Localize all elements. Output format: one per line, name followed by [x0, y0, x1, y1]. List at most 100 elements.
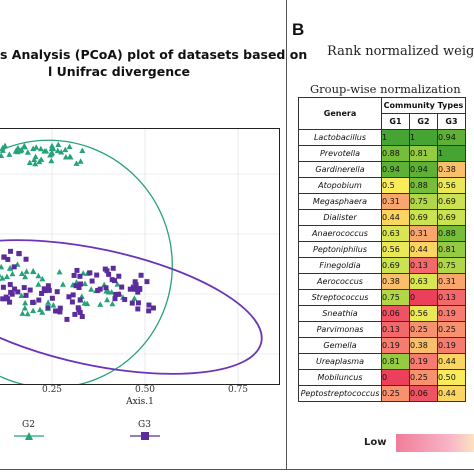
value-cell-g3: 0.31 — [437, 273, 466, 290]
value-cell-g3: 1 — [437, 145, 466, 162]
g3-point — [16, 251, 22, 257]
genus-cell: Finegoldia — [298, 257, 382, 274]
genus-cell: Gemella — [298, 337, 382, 354]
g2-point — [50, 145, 57, 152]
panel-a-title-line2: l Unifrac divergence — [48, 64, 191, 79]
panel-a: s Analysis (PCoA) plot of datasets based… — [0, 47, 307, 440]
value-cell-g3: 0.38 — [437, 161, 466, 178]
g2-point — [12, 148, 19, 154]
g2-point — [35, 281, 42, 287]
g3-point — [146, 302, 152, 308]
g2-point — [6, 151, 13, 157]
g2-point — [73, 160, 80, 166]
genus-cell: Peptoniphilus — [298, 241, 382, 258]
value-cell-g3: 0.88 — [437, 225, 466, 242]
g2-point — [54, 147, 61, 154]
g3-point — [119, 284, 125, 290]
g2-point — [79, 147, 86, 153]
legend-g2-marker — [14, 432, 44, 440]
value-cell-g1: 0 — [381, 369, 410, 386]
value-cell-g3: 0.19 — [437, 305, 466, 322]
value-cell-g1: 0.88 — [381, 145, 410, 162]
g2-point — [59, 281, 66, 287]
g2-point — [62, 146, 69, 153]
g2-point — [18, 270, 25, 276]
value-cell-g2: 0.38 — [409, 337, 438, 354]
g3-point — [66, 294, 72, 300]
g2-point — [18, 292, 25, 299]
x-tick-3: 0.75 — [227, 385, 249, 395]
g2-point — [0, 275, 6, 281]
g2-point — [104, 296, 111, 303]
g2-point — [114, 281, 121, 287]
g2-point — [81, 280, 88, 287]
g2-point — [66, 153, 73, 160]
value-cell-g2: 0.69 — [409, 209, 438, 226]
value-cell-g2: 0.25 — [409, 369, 438, 386]
value-cell-g3: 0.75 — [437, 257, 466, 274]
value-cell-g1: 0.94 — [381, 161, 410, 178]
value-cell-g2: 1 — [409, 129, 438, 146]
g3-point — [57, 309, 63, 315]
g3-point — [77, 297, 83, 303]
value-cell-g2: 0.06 — [409, 385, 438, 402]
value-cell-g2: 0.63 — [409, 273, 438, 290]
col-g3-header: G3 — [437, 113, 466, 130]
value-cell-g3: 0.50 — [437, 369, 466, 386]
panel-divider — [286, 0, 287, 470]
g3-point — [0, 284, 6, 290]
g2-point — [108, 289, 115, 295]
g2-point — [97, 301, 104, 307]
g3-point — [49, 295, 55, 301]
g3-point — [0, 296, 6, 302]
g3-point — [54, 308, 60, 314]
g3-point — [45, 305, 51, 311]
value-cell-g2: 0.81 — [409, 145, 438, 162]
value-cell-g1: 0.75 — [381, 289, 410, 306]
g2-point — [32, 160, 39, 167]
g3-point — [138, 272, 144, 278]
g2-point — [35, 272, 42, 279]
g3-point — [87, 270, 93, 276]
g3-point — [15, 289, 21, 295]
g2-point — [17, 147, 24, 154]
table-row: Gardinerella 0.94 0.94 0.38 — [298, 161, 466, 178]
g3-point — [112, 296, 118, 302]
g3-point — [94, 272, 100, 278]
genus-cell: Mobiluncus — [298, 369, 382, 386]
g2-point — [103, 288, 110, 294]
col-g1-header: G1 — [381, 113, 410, 130]
value-cell-g1: 0.56 — [381, 241, 410, 258]
value-cell-g2: 0.44 — [409, 241, 438, 258]
g3-point — [30, 299, 36, 305]
g3-point — [72, 311, 78, 317]
g2-point — [50, 302, 57, 308]
g2-point — [38, 156, 45, 162]
g3-point — [23, 256, 29, 262]
g3-point — [113, 291, 119, 297]
g3-point — [79, 313, 85, 319]
genus-cell: Gardinerella — [298, 161, 382, 178]
g2-point — [62, 153, 69, 160]
g2-point — [131, 295, 138, 301]
panel-b-subtitle: Group-wise normalization — [310, 82, 461, 96]
g2-point — [23, 268, 30, 274]
g2-point — [26, 159, 33, 166]
g3-point — [133, 282, 139, 288]
value-cell-g3: 0.69 — [437, 193, 466, 210]
value-cell-g1: 0.31 — [381, 193, 410, 210]
genus-cell: Parvimonas — [298, 321, 382, 338]
table-row: Peptoniphilus 0.56 0.44 0.81 — [298, 241, 466, 258]
g2-point — [48, 157, 55, 164]
g3-point — [144, 279, 150, 285]
g2-point — [3, 273, 10, 279]
g3-point — [7, 299, 13, 305]
g3-point — [8, 248, 14, 254]
table-row: Prevotella 0.88 0.81 1 — [298, 145, 466, 162]
legend-g3-label: G3 — [138, 420, 151, 430]
table-row: Mobiluncus 0 0.25 0.50 — [298, 369, 466, 386]
genus-cell: Aerococcus — [298, 273, 382, 290]
g3-point — [130, 284, 136, 290]
value-cell-g3: 0.13 — [437, 289, 466, 306]
value-cell-g2: 0 — [409, 289, 438, 306]
